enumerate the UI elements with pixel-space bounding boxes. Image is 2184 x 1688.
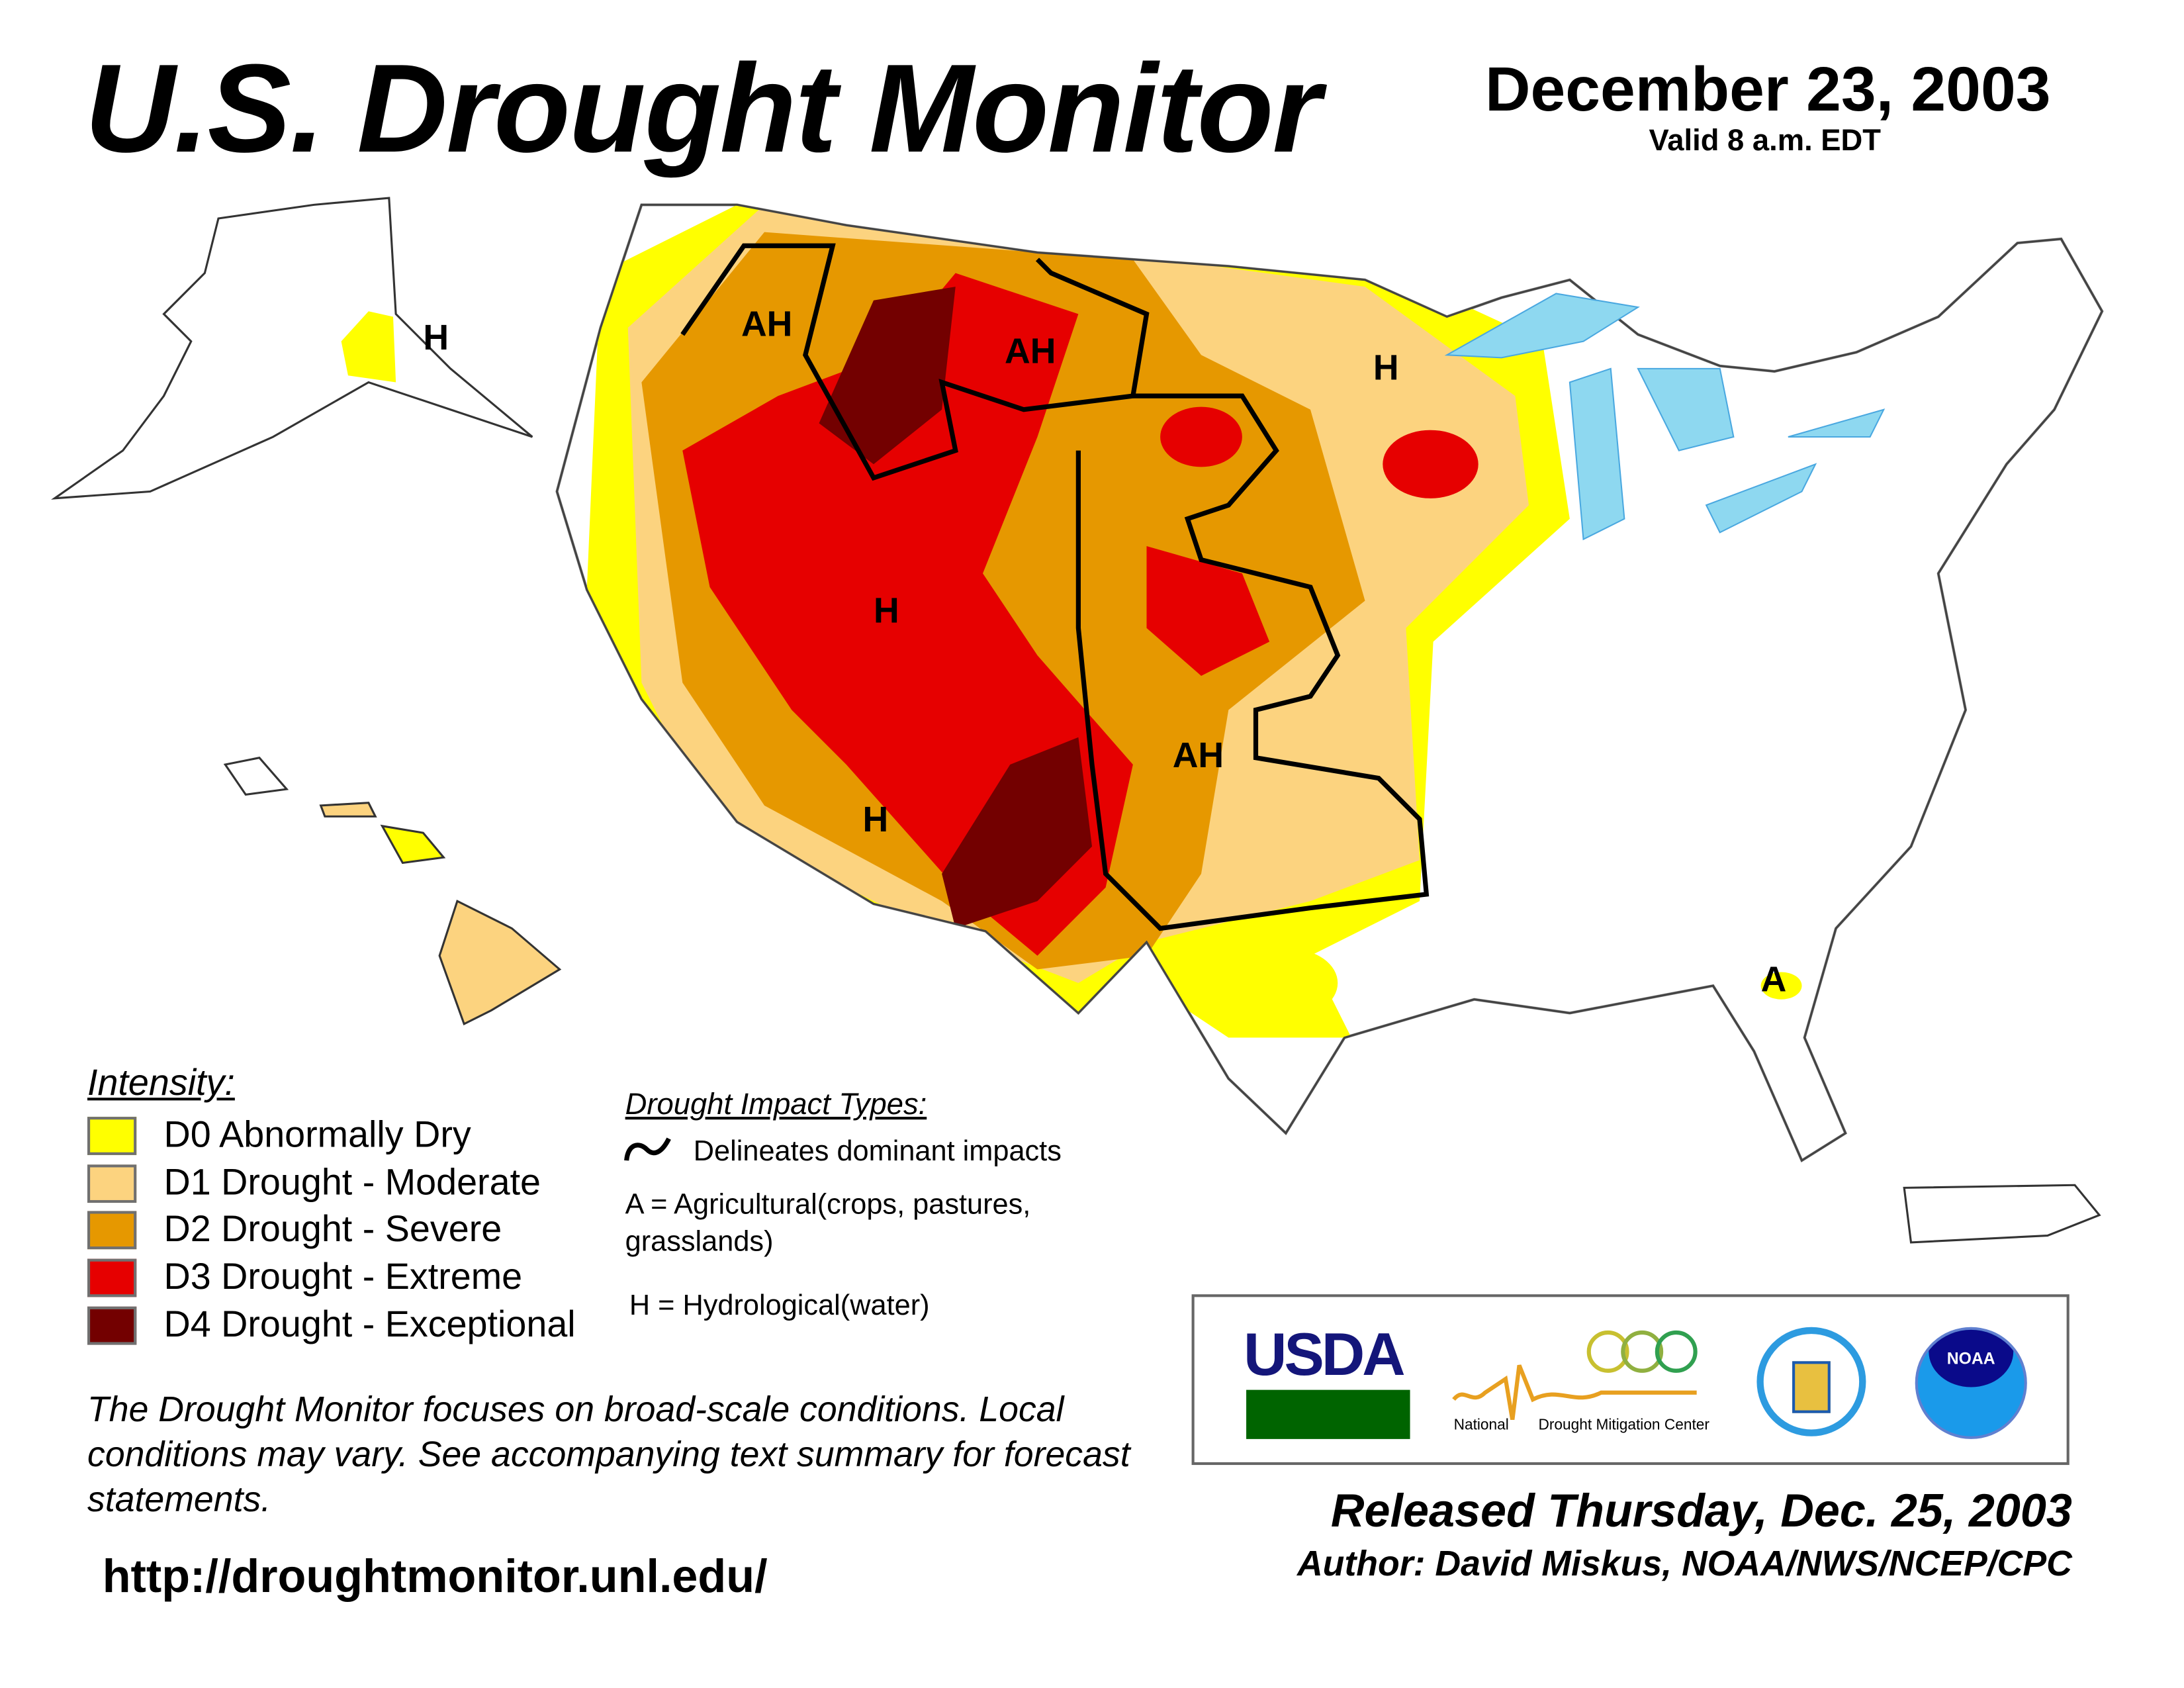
d0-area-texas (1242, 949, 1338, 1017)
legend-label: D3 Drought - Extreme (163, 1256, 523, 1297)
legend-item-d0: D0 Abnormally Dry (87, 1114, 471, 1156)
map-label-ah: AH (1172, 734, 1224, 776)
legend-swatch (87, 1116, 137, 1154)
valid-time: Valid 8 a.m. EDT (1649, 122, 1882, 158)
map-label-h: H (1373, 346, 1399, 388)
boundary-line-icon (624, 1137, 671, 1161)
puerto-rico-outline (1903, 1184, 2101, 1244)
map-label-h: H (862, 798, 889, 840)
d3-area-plains (1146, 546, 1270, 676)
impact-h-label: H = Hydrological(water) (629, 1290, 930, 1322)
legend-swatch (87, 1305, 137, 1344)
usda-logo: USDA (1243, 1321, 1406, 1389)
noaa-logo-text: NOAA (1929, 1329, 2014, 1387)
ndmc-logo-text-center: Drought Mitigation Center (1538, 1417, 1709, 1434)
map-label-h-alaska: H (423, 316, 449, 358)
legend-item-d3: D3 Drought - Extreme (87, 1256, 522, 1299)
legend-swatch (87, 1258, 137, 1297)
d4-area (819, 287, 956, 465)
legend-item-d4: D4 Drought - Exceptional (87, 1304, 576, 1346)
legend-label: D2 Drought - Severe (163, 1208, 502, 1250)
ndmc-logo-graphic (1452, 1330, 1698, 1420)
legend-label: D1 Drought - Moderate (163, 1162, 541, 1203)
author: Author: David Miskus, NOAA/NWS/NCEP/CPC (1297, 1542, 2072, 1584)
map-label-h: H (874, 590, 899, 631)
partner-logos: USDA National Drought Mitigation Center … (1191, 1294, 2070, 1466)
impact-boundaries (680, 243, 1430, 931)
map-label-a: A (1760, 958, 1787, 1000)
commerce-seal-logo (1756, 1327, 1866, 1436)
drought-areas (586, 205, 1802, 1038)
impact-a-label: A = Agricultural(crops, pastures, (625, 1189, 1031, 1221)
legend-swatch (87, 1164, 137, 1203)
d3-area-minnesota (1383, 430, 1479, 498)
legend-label: D0 Abnormally Dry (163, 1114, 471, 1155)
ndmc-logo-text-national: National (1453, 1417, 1509, 1434)
alaska-d0 (341, 311, 396, 383)
legend-title: Intensity: (87, 1062, 235, 1103)
release-date: Released Thursday, Dec. 25, 2003 (1330, 1485, 2072, 1538)
great-lakes (1444, 293, 1886, 541)
legend-item-d2: D2 Drought - Severe (87, 1208, 502, 1250)
noaa-logo: NOAA (1915, 1327, 2027, 1439)
impact-line-label: Delineates dominant impacts (693, 1136, 1062, 1168)
hawaii-islands (223, 756, 562, 1026)
drought-map (51, 197, 2184, 1244)
impact-types-title: Drought Impact Types: (625, 1086, 927, 1121)
map-date: December 23, 2003 (1485, 53, 2051, 124)
map-label-ah: AH (741, 303, 793, 344)
disclaimer-note: The Drought Monitor focuses on broad-sca… (87, 1388, 1130, 1520)
drought-monitor-link[interactable]: http://droughtmonitor.unl.edu/ (102, 1551, 768, 1603)
d4-area-southwest (942, 737, 1092, 929)
page-title: U.S. Drought Monitor (84, 39, 1322, 179)
map-label-ah: AH (1005, 330, 1056, 371)
d3-area-dakota (1160, 406, 1242, 467)
alaska-outline (51, 197, 533, 500)
usda-field-graphic (1246, 1389, 1410, 1439)
legend-swatch (87, 1210, 137, 1249)
d0-area-florida (1760, 972, 1802, 1000)
legend-label: D4 Drought - Exceptional (163, 1303, 576, 1345)
impact-a-label-cont: grasslands) (625, 1226, 774, 1258)
legend-item-d1: D1 Drought - Moderate (87, 1162, 541, 1204)
